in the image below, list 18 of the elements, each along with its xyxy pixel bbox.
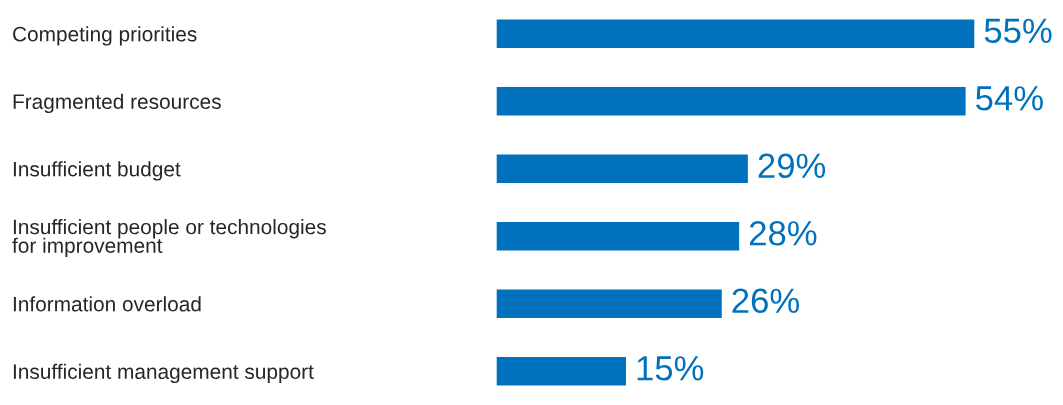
bar <box>496 18 975 50</box>
data-label: 54% <box>976 86 1043 111</box>
data-label: 26% <box>732 288 800 314</box>
bar <box>496 153 750 185</box>
bar <box>496 355 628 387</box>
y-tick-label: Insufficient budget <box>13 161 181 181</box>
y-tick-label: Information overload <box>13 296 201 312</box>
y-tick-label: Fragmented resources <box>13 93 221 114</box>
data-label: 28% <box>749 220 817 246</box>
bar <box>496 85 967 117</box>
y-tick-label: Insufficient people or technologies for improvement <box>12 218 326 258</box>
y-tick-label: Insufficient management support <box>13 363 314 384</box>
data-label: 55% <box>984 18 1052 44</box>
data-label: 15% <box>637 356 704 381</box>
data-label: 29% <box>758 153 826 179</box>
bar <box>496 220 741 252</box>
bar <box>496 288 724 320</box>
y-tick-label: Competing priorities <box>13 26 197 46</box>
